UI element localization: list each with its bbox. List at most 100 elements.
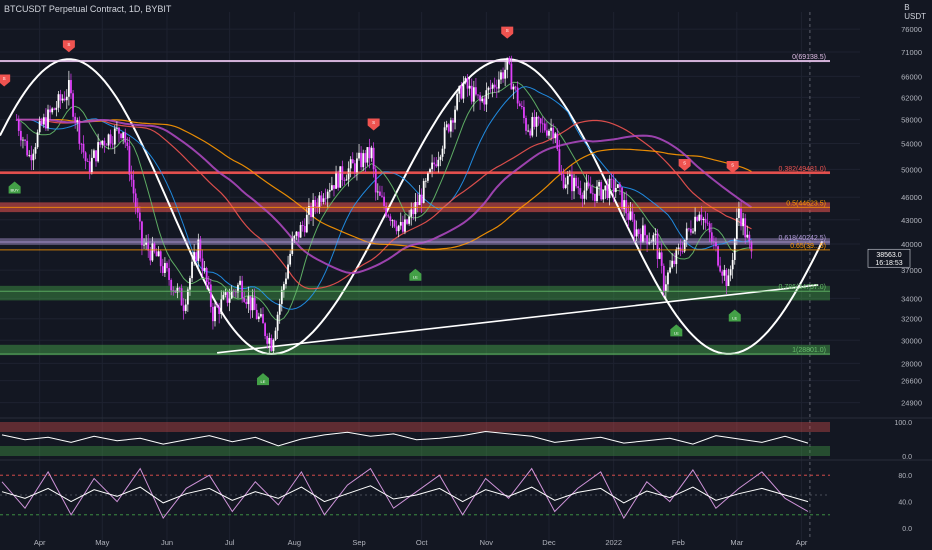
candle-body: [335, 172, 337, 189]
candle-body: [372, 147, 375, 170]
candle-body: [497, 79, 500, 89]
candle-body: [445, 124, 448, 128]
time-tick-label: Sep: [352, 538, 365, 547]
candle-body: [516, 87, 519, 104]
candle-body: [616, 184, 619, 188]
candle-body: [358, 152, 360, 159]
candle-body: [637, 229, 640, 235]
price-tick-label: 58000: [901, 116, 922, 125]
candle-body: [389, 216, 392, 221]
candle-body: [45, 117, 47, 129]
candle-body: [253, 297, 256, 310]
candle-body: [681, 251, 684, 252]
candle-body: [742, 218, 745, 227]
candle-body: [738, 208, 740, 218]
osc2-tick-label: 80.0: [898, 473, 912, 480]
candle-body: [744, 218, 747, 238]
candle-body: [318, 195, 321, 208]
price-tick-label: 62000: [901, 93, 922, 102]
candle-body: [151, 243, 154, 261]
candle-body: [145, 242, 148, 245]
sell-signal-label: S: [731, 162, 734, 167]
time-axis[interactable]: Apr May Jun Jul Aug Sep Oct Nov Dec 2022 Feb Mar Apr: [34, 538, 808, 547]
price-tick-label: 24900: [901, 399, 922, 408]
currency-text: USDT: [904, 12, 926, 21]
candle-body: [475, 87, 477, 95]
candle-body: [591, 193, 594, 195]
candle-body: [34, 147, 37, 154]
candle-body: [280, 289, 283, 304]
candle-body: [512, 86, 515, 90]
candle-body: [15, 119, 18, 121]
candle-body: [493, 84, 496, 88]
candle-body: [690, 228, 692, 233]
candle-body: [454, 109, 456, 123]
candle-body: [274, 330, 277, 340]
candle-body: [489, 87, 492, 89]
candle-body: [322, 198, 325, 202]
price-tick-label: 37000: [901, 266, 922, 275]
candle-body: [740, 208, 742, 227]
candle-body: [725, 269, 728, 287]
candle-body: [189, 278, 191, 290]
candle-body: [278, 303, 281, 315]
candle-body: [176, 287, 179, 293]
candle-body: [201, 258, 204, 271]
candle-body: [295, 231, 298, 236]
time-tick-label: Nov: [480, 538, 494, 547]
candle-body: [610, 178, 613, 180]
candle-body: [708, 223, 711, 233]
candle-body: [452, 120, 454, 123]
ma-200-line: [16, 119, 752, 250]
candle-body: [351, 159, 354, 164]
candle-body: [257, 316, 260, 320]
candle-body: [562, 174, 565, 189]
overbought-band: [0, 422, 830, 432]
price-tick-label: 43000: [901, 216, 922, 225]
osc1-tick-label: 100.0: [894, 420, 912, 427]
candle-body: [220, 299, 223, 314]
price-axis[interactable]: 24900 26600 28000 30000 32000 34000 37000 40000…: [901, 25, 922, 408]
fib-level-label: 0.65(39...5): [790, 243, 826, 250]
candle-body: [316, 206, 319, 208]
candle-body: [61, 98, 64, 101]
price-tick-label: 50000: [901, 165, 922, 174]
candle-body: [466, 78, 469, 89]
candle-body: [614, 187, 617, 193]
candle-body: [608, 178, 611, 199]
candle-body: [397, 225, 400, 232]
candle-body: [552, 127, 555, 139]
candle-body: [673, 260, 676, 265]
candle-body: [510, 63, 513, 90]
candle-body: [629, 211, 632, 220]
candle-body: [262, 314, 264, 324]
candle-body: [631, 211, 634, 220]
cycle-sine-curve: [0, 58, 824, 356]
currency-label[interactable]: B USDT: [904, 3, 926, 21]
candle-body: [502, 72, 504, 79]
candle-body: [276, 314, 279, 331]
candle-body: [63, 98, 66, 101]
candle-body: [78, 120, 81, 144]
candle-body: [282, 284, 285, 290]
candle-body: [556, 133, 559, 150]
price-tick-label: 46000: [901, 193, 922, 202]
candle-body: [395, 226, 398, 232]
candle-body: [122, 132, 125, 139]
candle-body: [687, 228, 690, 230]
candle-body: [604, 185, 607, 190]
candle-body: [671, 260, 674, 268]
sell-signal-icon: [726, 160, 739, 173]
candle-body: [427, 172, 429, 181]
candle-body: [216, 306, 218, 308]
candle-body: [464, 78, 467, 83]
candle-body: [159, 251, 162, 267]
candle-body: [664, 284, 667, 292]
candle-body: [182, 305, 185, 311]
candle-body: [362, 153, 365, 168]
candle-body: [675, 249, 678, 265]
candle-body: [28, 154, 31, 156]
candle-body: [550, 127, 552, 131]
candle-body: [113, 128, 116, 145]
